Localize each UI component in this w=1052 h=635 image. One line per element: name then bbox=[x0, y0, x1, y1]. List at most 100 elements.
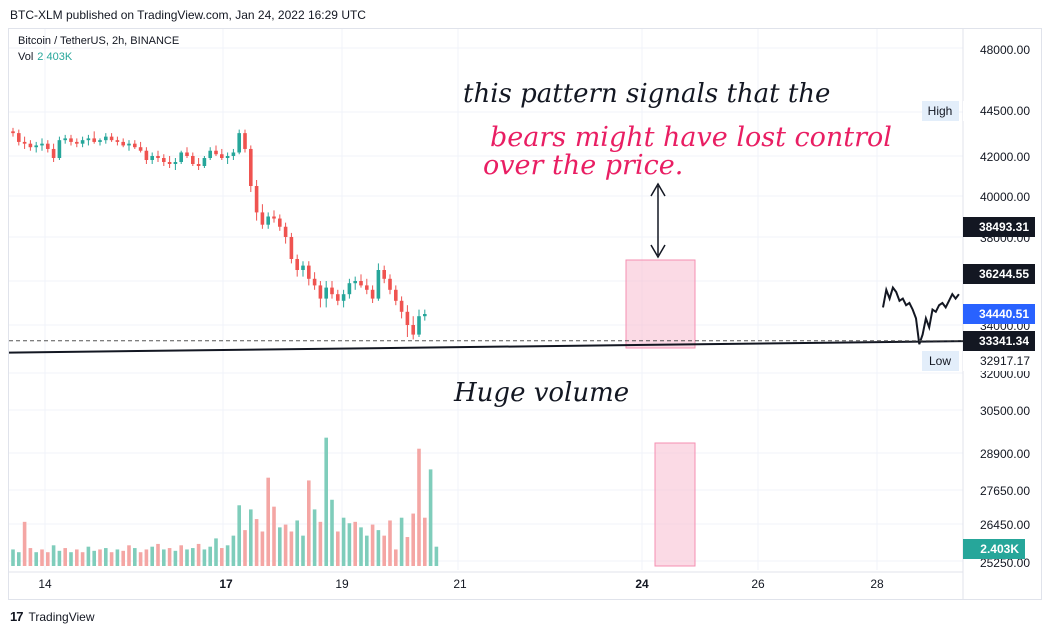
volume-bar bbox=[353, 521, 357, 566]
volume-value: 2.403K bbox=[37, 51, 73, 63]
candle-body bbox=[394, 289, 398, 301]
candle-body bbox=[231, 152, 236, 156]
candle-body bbox=[185, 152, 189, 156]
price-badge-bg bbox=[963, 539, 1025, 559]
candle-body bbox=[196, 164, 201, 166]
candle-body bbox=[202, 158, 207, 166]
candle-body bbox=[376, 270, 381, 299]
volume-bar bbox=[272, 506, 276, 566]
volume-bar bbox=[225, 545, 230, 566]
price-tick-label: 48000.00 bbox=[980, 43, 1030, 57]
volume-bar bbox=[80, 552, 85, 566]
projection-line bbox=[882, 285, 960, 345]
badge-value-bg bbox=[963, 351, 1035, 371]
candle-body bbox=[388, 278, 392, 290]
volume-bar bbox=[92, 550, 96, 566]
candle-body bbox=[272, 216, 276, 219]
volume-bar bbox=[202, 549, 207, 566]
badge-value: 44500.00 bbox=[980, 104, 1030, 118]
badge-label: High bbox=[928, 104, 953, 118]
volume-bar bbox=[278, 527, 282, 566]
price-badge-bg bbox=[963, 264, 1035, 284]
highlight-box-price bbox=[625, 259, 696, 349]
price-tick-label: 26450.00 bbox=[980, 518, 1030, 532]
candle-body bbox=[260, 212, 265, 225]
candle-body bbox=[86, 138, 91, 141]
chart-frame bbox=[8, 28, 1042, 600]
price-badge-bg bbox=[963, 304, 1035, 324]
volume-bar bbox=[220, 548, 224, 566]
candle-body bbox=[382, 270, 386, 279]
volume-bar bbox=[167, 548, 172, 566]
volume-bar bbox=[11, 549, 15, 566]
volume-bar bbox=[191, 548, 195, 566]
candle-body bbox=[98, 140, 102, 142]
volume-bar bbox=[411, 513, 415, 566]
candle-body bbox=[336, 294, 340, 301]
candle-body bbox=[28, 143, 33, 148]
arrow-up-head-icon bbox=[650, 182, 666, 197]
time-tick-label: 19 bbox=[335, 577, 349, 591]
volume-bar bbox=[399, 517, 404, 566]
price-tick-label: 30500.00 bbox=[980, 404, 1030, 418]
volume-bar bbox=[243, 530, 247, 566]
volume-bar bbox=[324, 437, 328, 566]
tradingview-logo-icon: 17 bbox=[10, 609, 24, 624]
volume-bar bbox=[138, 552, 143, 566]
badge-value: 32917.17 bbox=[980, 354, 1030, 368]
publish-info: BTC-XLM published on TradingView.com, Ja… bbox=[10, 8, 366, 22]
footer-brand: TradingView bbox=[28, 609, 95, 624]
candle-body bbox=[249, 148, 253, 186]
candle-body bbox=[133, 143, 137, 148]
candle-body bbox=[92, 138, 96, 142]
volume-bar bbox=[347, 523, 352, 566]
candle-body bbox=[330, 287, 334, 295]
candle-body bbox=[399, 300, 404, 312]
candle-body bbox=[301, 265, 305, 270]
price-badge-bg bbox=[963, 217, 1035, 237]
candle-body bbox=[121, 141, 125, 146]
volume-legend: Vol 2.403K bbox=[18, 51, 72, 63]
highlight-box-volume bbox=[654, 442, 696, 567]
candle-body bbox=[109, 136, 114, 141]
candle-body bbox=[57, 140, 62, 158]
candle-body bbox=[423, 314, 427, 317]
price-tick-label: 40000.00 bbox=[980, 190, 1030, 204]
volume-bar bbox=[359, 527, 363, 566]
volume-bar bbox=[179, 545, 183, 566]
volume-bar bbox=[428, 469, 433, 566]
volume-bar bbox=[196, 543, 201, 566]
volume-bar bbox=[289, 531, 294, 566]
candle-body bbox=[104, 136, 108, 141]
time-tick-label: 17 bbox=[219, 577, 233, 591]
candle-body bbox=[40, 143, 44, 146]
volume-bar bbox=[185, 549, 189, 566]
candle-body bbox=[254, 186, 259, 213]
volume-bar bbox=[28, 548, 33, 566]
candle-body bbox=[307, 265, 311, 279]
volume-bar bbox=[173, 550, 178, 566]
volume-bar bbox=[330, 499, 334, 566]
volume-bar bbox=[365, 535, 369, 566]
volume-bar bbox=[376, 530, 381, 566]
volume-bar bbox=[98, 549, 102, 566]
candle-body bbox=[353, 281, 357, 284]
volume-bar bbox=[162, 549, 166, 566]
candle-body bbox=[359, 281, 363, 286]
candle-body bbox=[237, 133, 241, 153]
badge-label-bg bbox=[922, 101, 959, 121]
badge-label-bg bbox=[922, 351, 959, 371]
volume-label: Vol bbox=[18, 51, 34, 63]
annotation-text: bears might have lost control bbox=[490, 122, 892, 153]
candle-body bbox=[283, 226, 288, 237]
candle-body bbox=[75, 141, 79, 144]
candle-body bbox=[179, 152, 183, 162]
candle-body bbox=[63, 138, 67, 141]
candle-body bbox=[365, 285, 369, 290]
badge-label: Low bbox=[929, 354, 951, 368]
time-tick-label: 26 bbox=[751, 577, 765, 591]
volume-bar bbox=[121, 550, 125, 566]
volume-bar bbox=[295, 520, 299, 566]
volume-bar bbox=[254, 519, 259, 566]
